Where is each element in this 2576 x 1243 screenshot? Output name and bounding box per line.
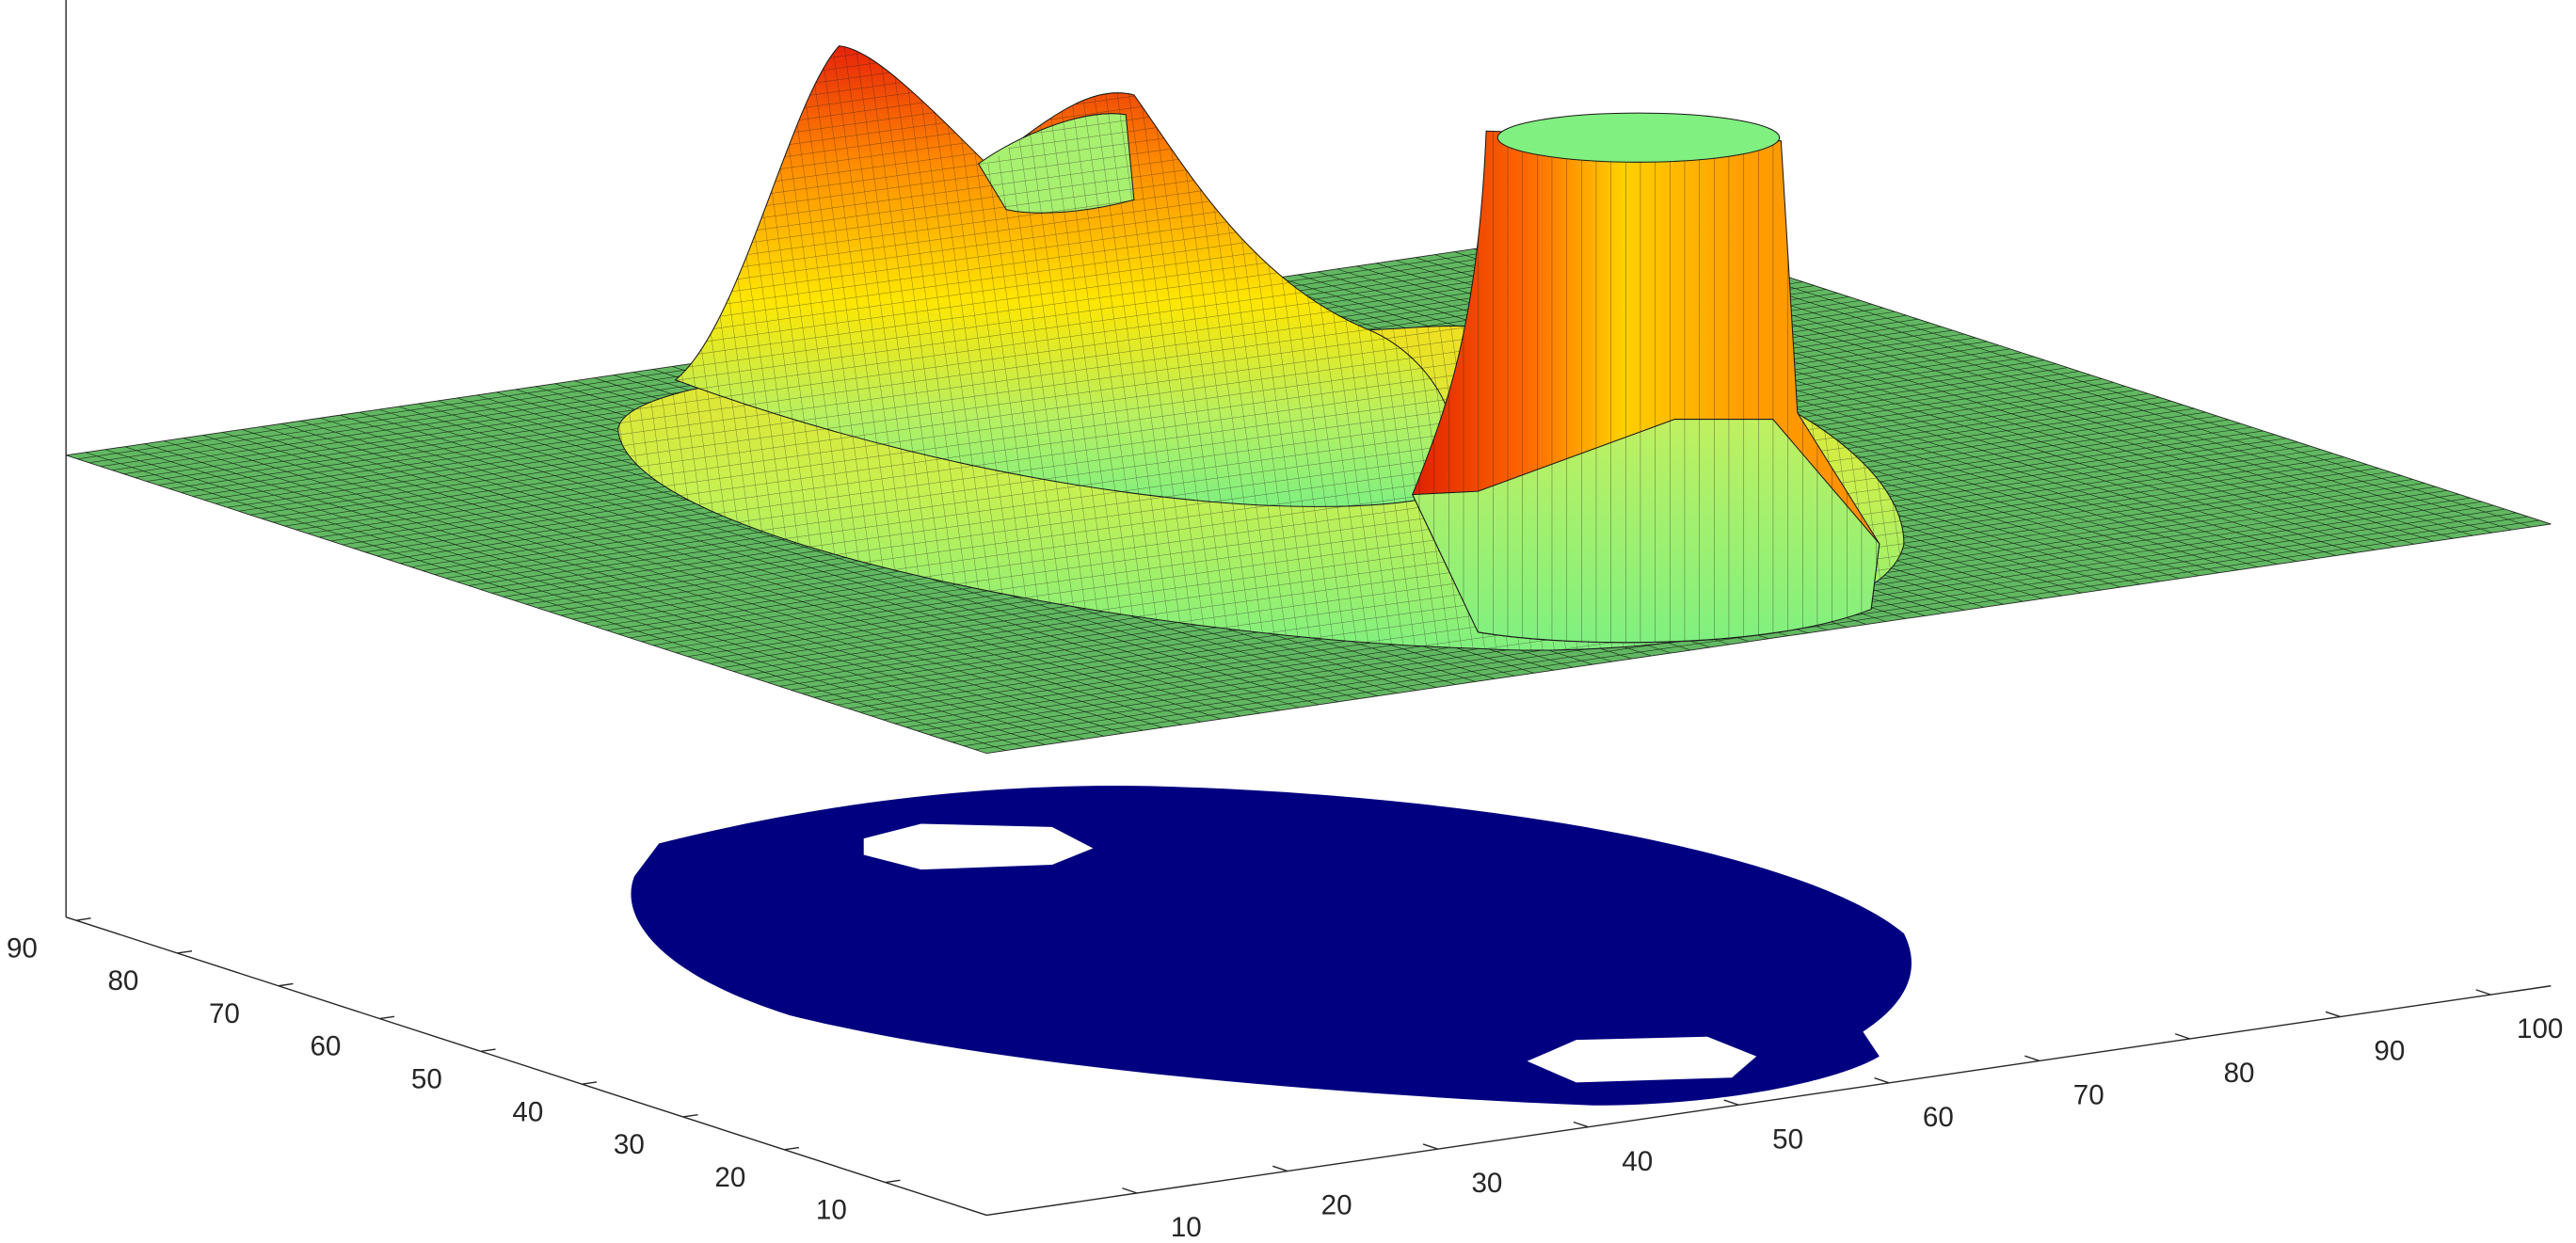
x-tick xyxy=(1874,1076,1890,1084)
x-tick xyxy=(1723,1099,1739,1106)
y-tick xyxy=(480,1048,496,1053)
surface-relief xyxy=(617,45,1905,651)
y-tick xyxy=(682,1114,698,1118)
x-tick xyxy=(2024,1055,2040,1062)
x-tick xyxy=(1422,1143,1438,1150)
floor-contour xyxy=(631,786,1912,1106)
y-tick xyxy=(885,1179,901,1184)
x-tick xyxy=(2174,1033,2191,1040)
x-tick xyxy=(1272,1165,1288,1172)
axes xyxy=(65,0,2552,1217)
x-tick-label: 10 xyxy=(1171,1212,1202,1243)
y-tick-label: 80 xyxy=(107,965,138,996)
y-tick-label: 10 xyxy=(816,1195,847,1226)
y-tick xyxy=(75,917,91,921)
y-axis-line xyxy=(65,916,987,1217)
surface-mesh xyxy=(1412,131,1880,643)
y-tick-label: 70 xyxy=(209,998,240,1029)
y-tick-label: 40 xyxy=(512,1096,543,1127)
x-tick-label: 90 xyxy=(2374,1036,2405,1067)
x-tick-label: 40 xyxy=(1622,1146,1653,1177)
y-tick-label: 20 xyxy=(714,1162,745,1193)
y-tick xyxy=(379,1015,395,1020)
surface-mesh xyxy=(675,45,1456,507)
y-tick xyxy=(177,949,193,954)
x-tick xyxy=(1122,1187,1138,1194)
y-tick xyxy=(784,1146,800,1151)
x-tick-label: 70 xyxy=(2073,1080,2104,1111)
x-tick-label: 80 xyxy=(2224,1058,2255,1089)
volcano-rim xyxy=(1496,112,1781,163)
y-tick-label: 30 xyxy=(614,1129,645,1160)
x-axis-line xyxy=(986,985,2552,1217)
y-tick-label: 90 xyxy=(7,932,38,964)
x-tick-label: 30 xyxy=(1471,1168,1502,1199)
x-tick xyxy=(2475,989,2491,996)
x-tick-label: 50 xyxy=(1772,1123,1803,1155)
x-tick-label: 60 xyxy=(1923,1102,1954,1133)
x-tick-label: 20 xyxy=(1321,1190,1352,1221)
y-tick-label: 60 xyxy=(310,1031,341,1062)
y-tick xyxy=(582,1081,598,1085)
contour-hole xyxy=(1527,1036,1757,1083)
x-tick xyxy=(2325,1011,2341,1018)
y-tick xyxy=(278,982,294,987)
x-tick xyxy=(1573,1121,1589,1128)
contour-hole xyxy=(863,823,1094,870)
x-tick-label: 100 xyxy=(2517,1013,2563,1044)
y-tick-label: 50 xyxy=(411,1064,442,1095)
